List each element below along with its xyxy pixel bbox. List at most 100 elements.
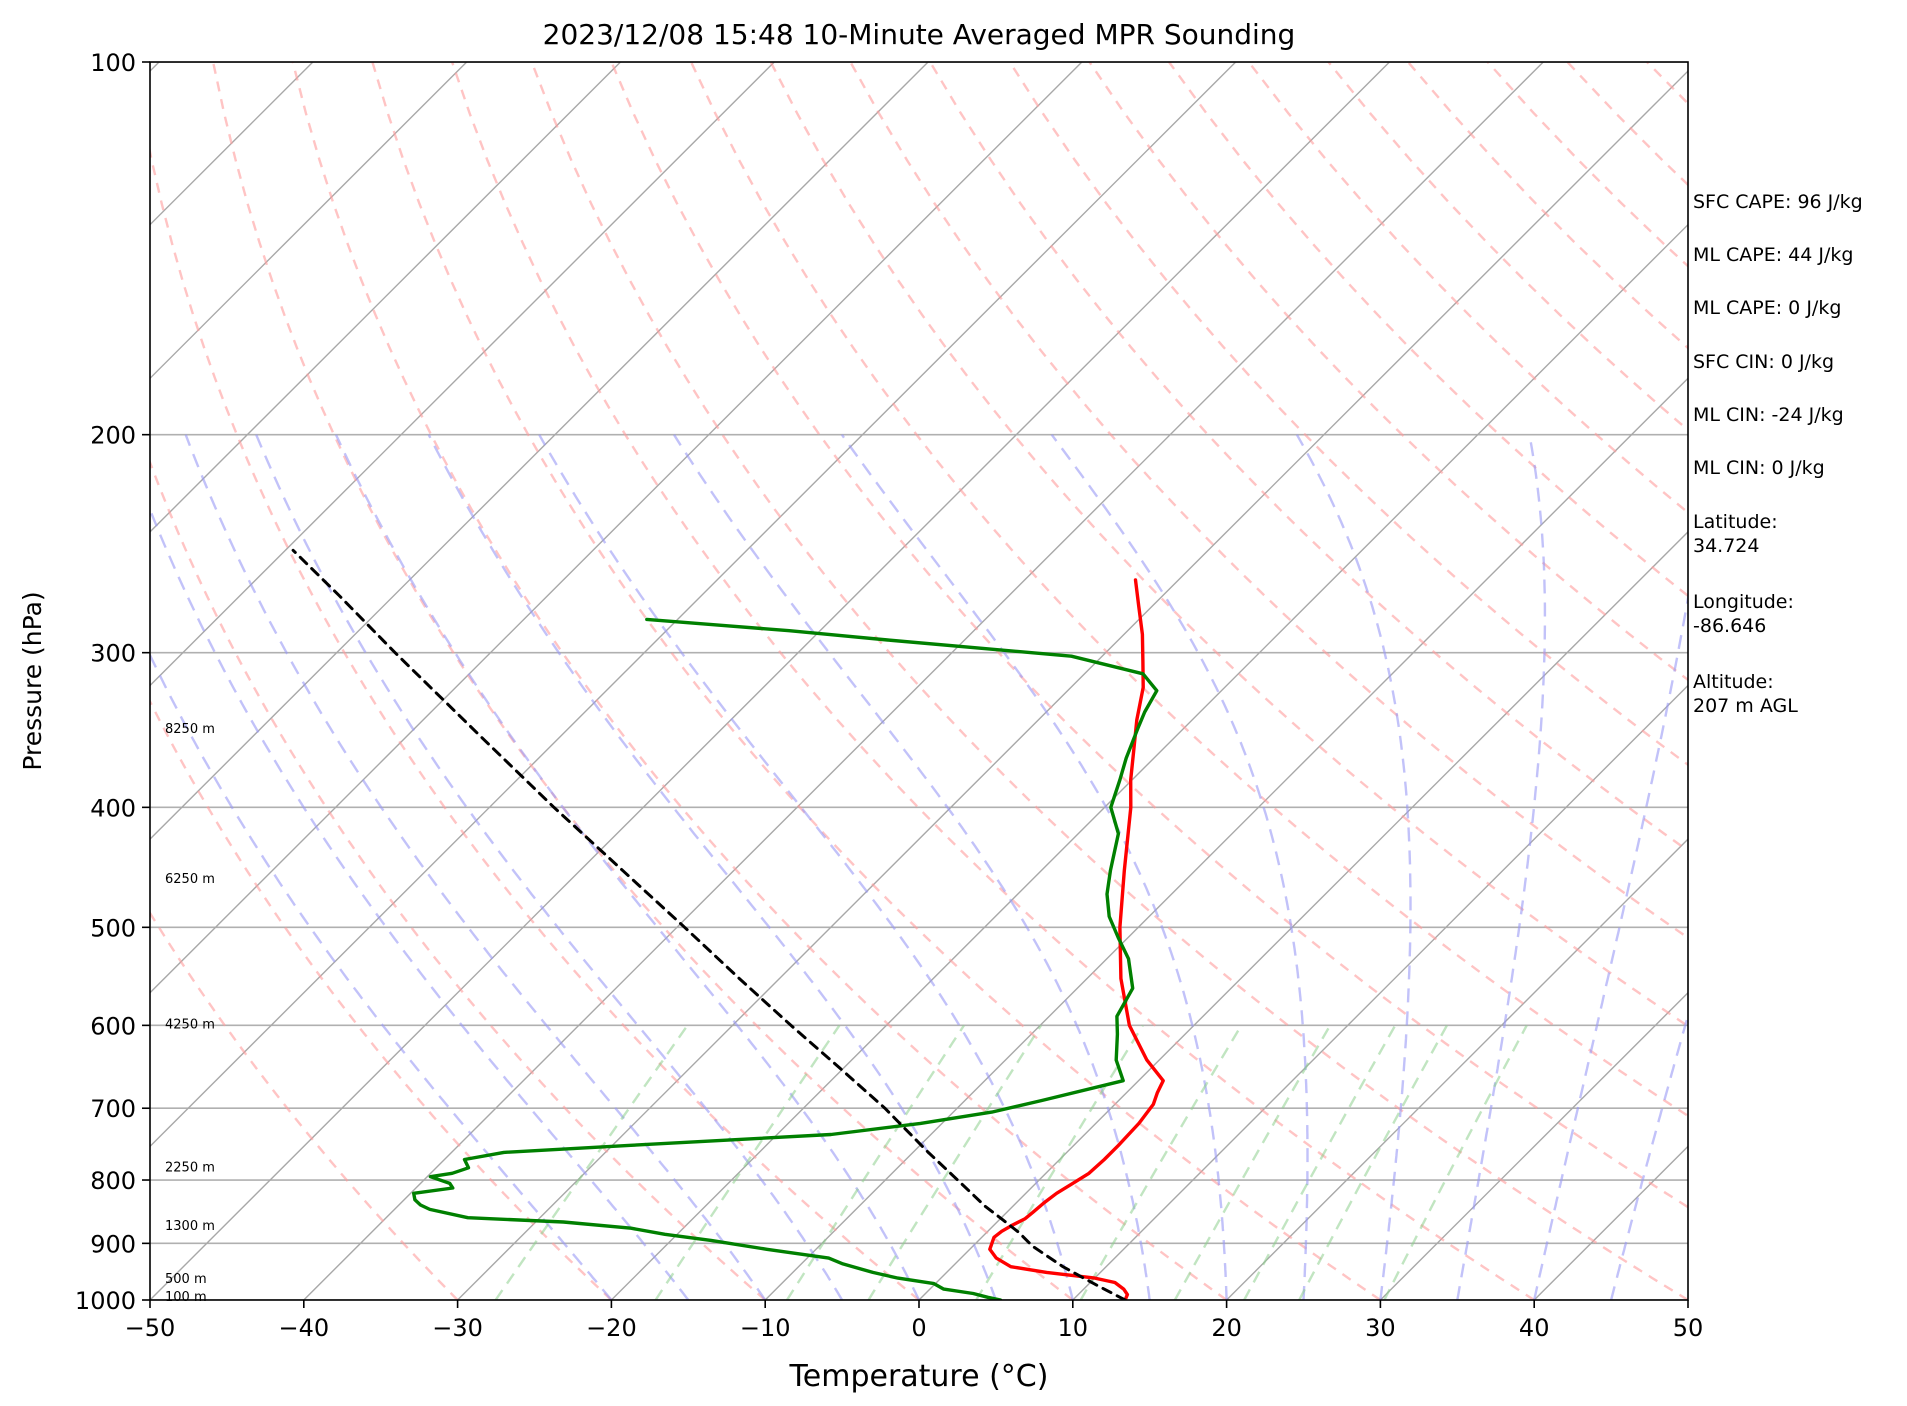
y-tick-label: 900	[90, 1230, 136, 1258]
y-tick-label: 100	[90, 49, 136, 77]
parameter-annotation: ML CIN: -24 J/kg	[1693, 404, 1844, 426]
moist-adiabat	[427, 434, 998, 1300]
x-tick-label: −30	[432, 1314, 483, 1342]
dry-adiabat	[150, 459, 766, 1300]
isotherm-line	[0, 62, 5, 1300]
y-tick-label: 800	[90, 1167, 136, 1195]
moist-adiabat	[150, 506, 690, 1300]
y-axis-label: Pressure (hPa)	[18, 591, 47, 770]
mixing-ratio-line	[1243, 1024, 1397, 1300]
dry-adiabat	[150, 145, 920, 1300]
parameter-annotation: Altitude: 207 m AGL	[1693, 671, 1798, 717]
plot-series	[291, 548, 1165, 1300]
x-tick-label: 40	[1519, 1314, 1550, 1342]
parcel-trace	[291, 548, 1127, 1300]
temperature-trace	[988, 578, 1165, 1300]
y-tick-label: 700	[90, 1095, 136, 1123]
isotherm-line	[1072, 684, 1688, 1300]
height-label: 6250 m	[165, 872, 215, 887]
x-tick-label: 50	[1673, 1314, 1704, 1342]
parameter-annotation: Latitude: 34.724	[1693, 511, 1778, 557]
isotherm-line	[150, 62, 468, 380]
mixing-ratio-line	[785, 1024, 966, 1300]
isotherm-line	[150, 62, 929, 841]
mixing-ratio-line	[1383, 1024, 1528, 1300]
x-axis-label: Temperature (°C)	[789, 1359, 1049, 1394]
plot-grid	[0, 62, 1688, 1300]
mixing-ratio-line	[654, 1024, 841, 1300]
height-label: 4250 m	[165, 1018, 215, 1033]
parameter-annotation: SFC CAPE: 96 J/kg	[1693, 191, 1863, 213]
dry-adiabat	[291, 62, 1228, 1300]
dry-adiabat	[371, 62, 1382, 1300]
dry-adiabat	[211, 62, 1074, 1300]
chart-title: 2023/12/08 15:48 10-Minute Averaged MPR …	[543, 18, 1296, 51]
isotherm-line	[150, 62, 1237, 1148]
height-label: 100 m	[165, 1290, 207, 1305]
parameter-annotation: Longitude: -86.646	[1693, 591, 1794, 637]
moist-adiabat	[1456, 434, 1547, 1300]
dry-adiabat	[849, 62, 1688, 940]
axis-ticks: −50 −40 −30 −20 −10 0 10 20 30 40 50 100 200 300 400 50…	[75, 49, 1703, 1342]
y-tick-label: 1000	[75, 1287, 136, 1315]
x-tick-label: 10	[1058, 1314, 1089, 1342]
isotherm-line	[918, 530, 1688, 1300]
moist-adiabat	[538, 434, 1074, 1300]
dry-adiabat	[690, 62, 1688, 1118]
isotherm-line	[457, 70, 1688, 1300]
dry-adiabat	[610, 62, 1688, 1209]
x-tick-label: 30	[1365, 1314, 1396, 1342]
x-tick-label: −50	[125, 1314, 176, 1342]
isotherm-line	[303, 62, 1544, 1300]
dry-adiabat	[769, 62, 1688, 1028]
moist-adiabat	[150, 652, 613, 1300]
isotherm-line	[764, 377, 1688, 1300]
height-label: 500 m	[165, 1272, 207, 1287]
dry-adiabat	[530, 62, 1688, 1300]
moist-adiabat	[1533, 591, 1688, 1300]
moist-adiabat	[840, 434, 1228, 1300]
mixing-ratio-line	[494, 1024, 689, 1300]
parameter-annotation: ML CIN: 0 J/kg	[1693, 457, 1825, 479]
moist-adiabat	[255, 434, 844, 1300]
x-tick-label: −20	[586, 1314, 637, 1342]
isotherm-line	[150, 62, 1083, 994]
x-tick-label: 0	[911, 1314, 926, 1342]
mixing-ratio-line	[867, 1024, 1043, 1300]
y-tick-label: 500	[90, 914, 136, 942]
height-labels: 8250 m 6250 m 4250 m 2250 m 1300 m 500 m 100 m	[165, 722, 215, 1305]
parameter-annotation: ML CAPE: 44 J/kg	[1693, 244, 1854, 266]
moist-adiabat	[672, 434, 1151, 1300]
isotherm-line	[150, 62, 1390, 1300]
moist-adiabat	[1050, 433, 1309, 1300]
moist-adiabat	[334, 434, 921, 1300]
height-label: 8250 m	[165, 722, 215, 737]
dewpoint-trace	[412, 617, 1159, 1300]
x-tick-label: 20	[1211, 1314, 1242, 1342]
parameter-annotation: SFC CIN: 0 J/kg	[1693, 351, 1835, 373]
height-label: 2250 m	[165, 1160, 215, 1175]
dry-adiabat	[450, 62, 1535, 1300]
parameter-annotation: ML CAPE: 0 J/kg	[1693, 297, 1842, 319]
mixing-ratio-line	[1079, 1024, 1243, 1300]
plot-frame	[149, 61, 1689, 1301]
isotherm-line	[1379, 991, 1688, 1300]
y-tick-label: 200	[90, 422, 136, 450]
height-label: 1300 m	[165, 1219, 215, 1234]
isotherm-line	[610, 223, 1688, 1300]
isotherm-line	[1226, 838, 1688, 1300]
dry-adiabat	[150, 910, 459, 1300]
mixing-ratio-line	[1173, 1024, 1332, 1300]
moist-adiabat	[1295, 434, 1412, 1300]
y-tick-label: 400	[90, 794, 136, 822]
moist-adiabat	[1609, 1010, 1688, 1300]
dry-adiabat	[1088, 62, 1688, 682]
x-tick-label: −10	[740, 1314, 791, 1342]
mixing-ratio-line	[1298, 1024, 1448, 1300]
isotherm-line	[150, 62, 775, 687]
y-tick-label: 300	[90, 640, 136, 668]
moist-adiabat	[184, 434, 767, 1300]
dry-adiabat	[150, 698, 613, 1300]
mixing-ratio-line	[975, 1024, 1144, 1300]
